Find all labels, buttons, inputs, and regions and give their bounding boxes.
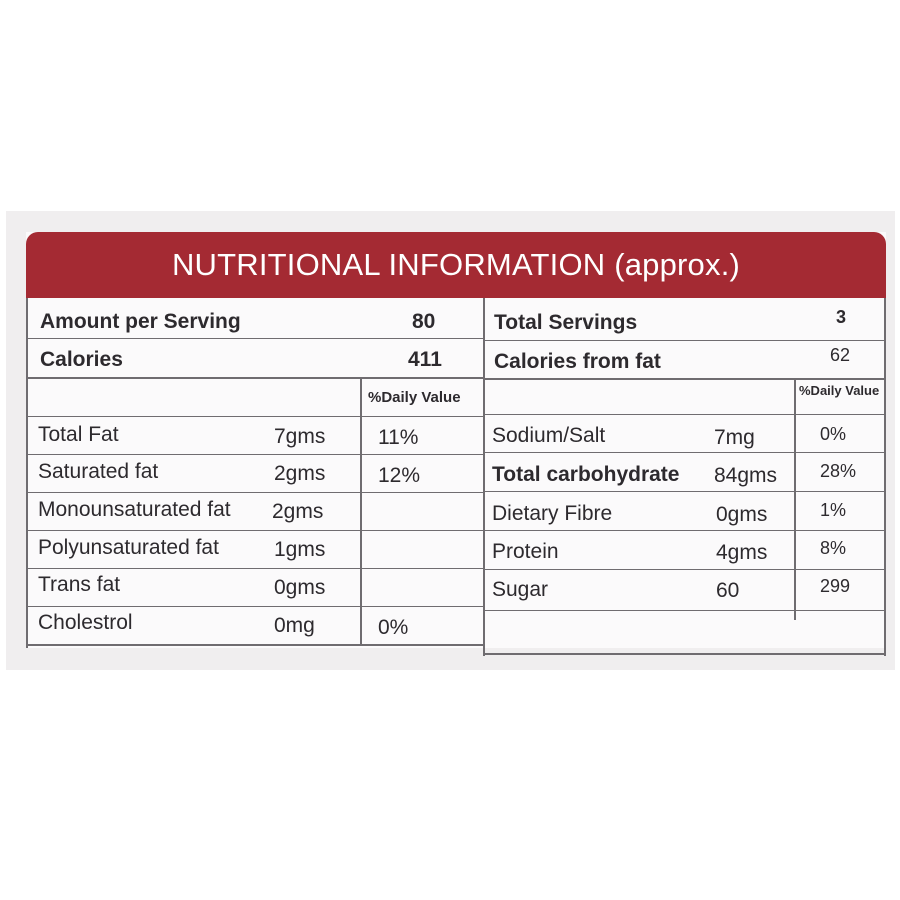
right-row-amount: 7mg: [714, 426, 755, 449]
frame-bottom-left: [26, 644, 484, 646]
row-line: [484, 530, 886, 531]
right-dv-header: %Daily Value: [799, 383, 880, 398]
row-line: [26, 416, 484, 417]
total-servings-label: Total Servings: [494, 311, 638, 334]
frame-left: [26, 298, 28, 648]
left-row-dv: 11%: [378, 426, 419, 449]
right-row-dv: 0%: [820, 424, 847, 444]
right-row-amount: 84gms: [714, 464, 778, 487]
right-row-amount: 4gms: [716, 541, 768, 564]
right-dv-divider: [794, 378, 796, 620]
row-line: [484, 569, 886, 570]
row-line: [26, 530, 484, 531]
right-row-name: Protein: [492, 540, 559, 563]
left-dv-header: %Daily Value: [368, 389, 461, 406]
frame-right: [884, 298, 886, 656]
row-line: [484, 340, 886, 341]
left-row-amount: 2gms: [274, 462, 326, 485]
nutrition-label: NUTRITIONAL INFORMATION (approx.) Amount…: [26, 232, 886, 656]
row-line: [26, 338, 484, 339]
right-row-amount: 0gms: [716, 503, 768, 526]
row-line: [26, 377, 484, 379]
left-row-name: Cholestrol: [38, 611, 133, 634]
row-line: [484, 378, 886, 380]
row-line: [26, 568, 484, 569]
left-row-amount: 0mg: [274, 614, 315, 637]
left-row-amount: 2gms: [272, 500, 324, 523]
left-row-name: Saturated fat: [38, 460, 159, 483]
left-row-amount: 1gms: [274, 538, 326, 561]
left-row-name: Monounsaturated fat: [38, 498, 231, 521]
left-dv-divider: [360, 378, 362, 646]
right-row-name: Sugar: [492, 578, 549, 601]
calories-from-fat-label: Calories from fat: [494, 350, 661, 373]
right-row-dv: 299: [820, 576, 851, 596]
row-line: [484, 491, 886, 492]
left-row-amount: 0gms: [274, 576, 326, 599]
row-line: [484, 610, 886, 611]
left-row-name: Total Fat: [38, 423, 119, 446]
nutrition-title: NUTRITIONAL INFORMATION (approx.): [26, 232, 886, 298]
calories-value: 411: [408, 348, 442, 371]
calories-label: Calories: [40, 348, 123, 371]
left-row-dv: 12%: [378, 464, 421, 487]
total-servings-value: 3: [836, 307, 847, 327]
amount-per-serving-value: 80: [412, 310, 436, 333]
row-line: [484, 452, 886, 453]
left-row-dv: 0%: [378, 616, 409, 639]
right-row-name: Dietary Fibre: [492, 502, 613, 525]
right-row-amount: 60: [716, 579, 740, 602]
left-row-amount: 7gms: [274, 425, 326, 448]
right-row-dv: 28%: [820, 461, 857, 481]
row-line: [484, 414, 886, 415]
left-row-name: Trans fat: [38, 573, 121, 596]
center-divider: [483, 298, 485, 656]
right-row-dv: 1%: [820, 500, 847, 520]
row-line: [26, 492, 484, 493]
row-line: [26, 606, 484, 607]
row-line: [26, 454, 484, 455]
frame-bottom-right: [484, 653, 886, 655]
right-row-name: Total carbohydrate: [492, 463, 680, 486]
calories-from-fat-value: 62: [830, 345, 851, 365]
right-row-name: Sodium/Salt: [492, 424, 606, 447]
left-row-name: Polyunsaturated fat: [38, 536, 219, 559]
right-row-dv: 8%: [820, 538, 847, 558]
amount-per-serving-label: Amount per Serving: [40, 310, 241, 333]
